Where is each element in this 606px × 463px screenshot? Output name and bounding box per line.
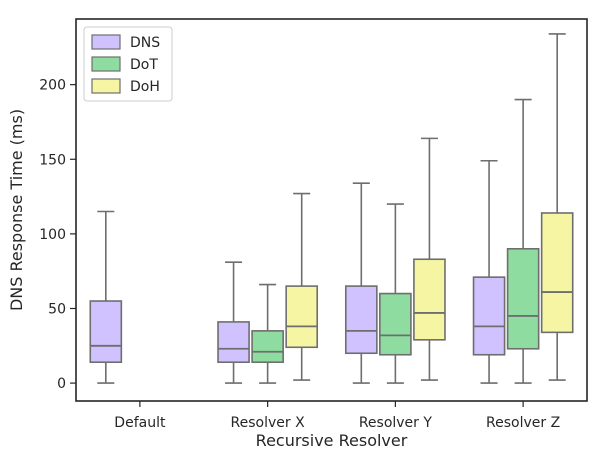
- box-plot-series: [89, 33, 574, 384]
- legend-label: DNS: [130, 35, 160, 51]
- box-body: [413, 258, 446, 341]
- y-axis-ticks: 0 50 100 150 200: [39, 78, 76, 392]
- y-tick-label: 50: [48, 301, 66, 317]
- y-tick-label: 100: [39, 227, 66, 243]
- plot-area-frame: [75, 18, 588, 402]
- legend-item-doh: DoH: [91, 78, 160, 95]
- box-dns-default: [89, 210, 123, 384]
- x-tick-label: Resolver X: [231, 415, 306, 431]
- x-axis-ticks: Default Resolver X Resolver Y Resolver Z: [114, 401, 560, 431]
- box-body: [89, 300, 123, 364]
- box-body: [285, 285, 319, 349]
- box-dns-resolver-z: [472, 159, 506, 384]
- box-doh-resolver-x: [285, 192, 319, 381]
- box-doh-resolver-z: [540, 33, 574, 381]
- box-body: [472, 276, 506, 356]
- box-dot-resolver-y: [379, 203, 412, 384]
- box-body: [344, 285, 378, 355]
- box-dot-resolver-x: [251, 283, 284, 384]
- legend-label: DoT: [130, 57, 158, 73]
- box-dns-resolver-x: [217, 261, 250, 384]
- box-body: [379, 292, 412, 356]
- y-tick-label: 150: [39, 152, 66, 168]
- y-tick-label: 200: [39, 78, 66, 94]
- legend: DNS DoT DoH: [83, 26, 173, 102]
- legend-swatch: [91, 78, 121, 94]
- box-body: [506, 247, 540, 350]
- y-tick-label: 0: [57, 376, 66, 392]
- y-axis-title: DNS Response Time (ms): [7, 109, 26, 311]
- x-tick-label: Default: [114, 415, 166, 431]
- box-dot-resolver-z: [506, 98, 540, 384]
- legend-item-dns: DNS: [91, 34, 160, 51]
- legend-swatch: [91, 34, 121, 50]
- box-doh-resolver-y: [413, 137, 446, 381]
- legend-swatch: [91, 56, 121, 72]
- box-body: [251, 330, 284, 364]
- legend-label: DoH: [130, 79, 160, 95]
- x-tick-label: Resolver Y: [359, 415, 433, 431]
- x-axis-title: Recursive Resolver: [256, 431, 408, 450]
- box-body: [540, 212, 574, 334]
- box-body: [217, 321, 250, 364]
- box-dns-resolver-y: [344, 182, 378, 384]
- x-tick-label: Resolver Z: [486, 415, 560, 431]
- legend-item-dot: DoT: [91, 56, 158, 73]
